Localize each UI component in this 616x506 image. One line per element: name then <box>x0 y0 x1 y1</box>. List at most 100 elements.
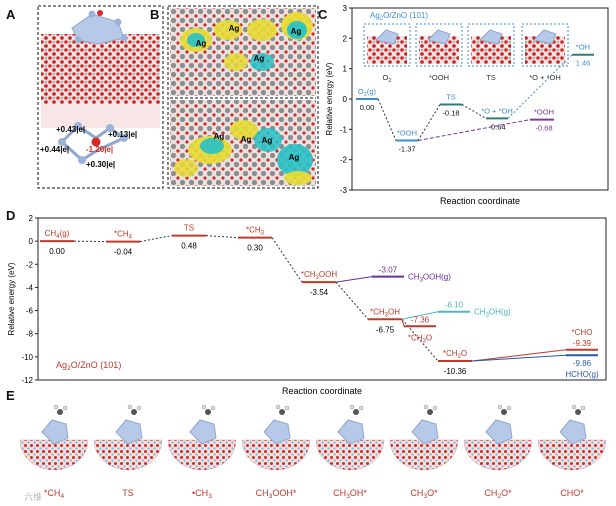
chart-d-value-label: -0.04 <box>114 248 133 257</box>
panel-e-label: *CH4 <box>44 488 65 500</box>
chart-d-ytick-label: 2 <box>29 214 34 223</box>
chart-c-ytick-label: -3 <box>340 186 348 195</box>
panel-e-letter: E <box>6 388 15 403</box>
panel-b: B Ag Ag Ag Ag Ag Ag Ag Ag <box>150 5 319 189</box>
panel-e-adsorbate-atom <box>427 409 433 415</box>
chart-c-inset-label: TS <box>486 73 496 82</box>
panel-b-isosurfaces <box>174 12 313 185</box>
chart-d-branch-label: *CH3O <box>408 333 432 344</box>
panel-e-adsorbate-atom <box>127 404 133 410</box>
chart-c-value-label: -0.18 <box>442 108 459 117</box>
panel-b-letter: B <box>150 7 159 22</box>
panel-e-adsorbate-atom <box>201 404 207 410</box>
chart-d-title: Ag2O/ZnO (101) <box>56 360 121 372</box>
panel-e-slab <box>315 439 385 471</box>
chart-c-branch-value: -0.68 <box>535 124 552 133</box>
panel-e-slab <box>537 439 607 471</box>
chart-d-branch-value: -6.10 <box>445 301 464 310</box>
panel-e-structure <box>537 404 607 471</box>
chart-c-level-label: *O + *OH <box>481 106 512 115</box>
chart-c: -3 -2 -1 0 1 2 3 Relative energy (eV) Reaction c… <box>325 4 609 206</box>
chart-c-ylabel: Relative energy (eV) <box>325 62 334 135</box>
panel-e-slab <box>93 439 163 471</box>
chart-c-ytick-label: 1 <box>343 65 348 74</box>
chart-c-ytick-label: 3 <box>343 4 348 13</box>
panel-e-structures: *CH4 TS •CH3 CH3OOH* CH3OH* CH3O* CH2O* CHO* <box>19 404 607 500</box>
panel-e-adsorbate-atom <box>501 409 507 415</box>
ag-label: Ag <box>196 39 207 48</box>
panel-e-structure <box>19 404 89 471</box>
ag-label: Ag <box>262 136 273 145</box>
panel-c: C -3 -2 -1 0 1 2 3 Relative energy (eV) Reaction… <box>318 4 609 206</box>
panel-a-slab <box>41 10 160 128</box>
chart-d-value-label: 0.30 <box>247 244 263 253</box>
panel-e-label: CH3O* <box>410 488 438 500</box>
chart-d-ytick-label: -6 <box>26 307 34 316</box>
chart-d: -12 -10 -8 -6 -4 -2 0 2 Relative energy (eV) Reac… <box>7 214 607 396</box>
chart-d-branch-label: CH3OOH(g) <box>408 273 451 284</box>
chart-d-branch-label: CH3OH(g) <box>474 308 511 319</box>
chart-d-level-label: *CH3OH <box>370 307 400 318</box>
chart-d-level-label: *CH3 <box>246 226 265 237</box>
chart-d-branch-connector <box>335 276 373 283</box>
chart-d-ylabel: Relative energy (eV) <box>7 262 16 335</box>
panel-e-adsorbate-atom <box>136 405 142 411</box>
chart-c-inset-label: O2 <box>383 73 392 84</box>
panel-e-cluster <box>189 419 217 445</box>
ag-label: Ag <box>289 153 300 162</box>
chart-d-branch-label: *CHO <box>572 328 593 337</box>
chart-d-connector <box>205 235 239 239</box>
panel-e-cluster <box>41 419 69 445</box>
panel-e-adsorbate-atom <box>349 404 355 410</box>
chart-d-branch-connector <box>401 311 439 320</box>
chart-c-ytick-label: -2 <box>340 156 348 165</box>
chart-d-branch-connector <box>471 349 567 362</box>
panel-e-slab <box>463 439 533 471</box>
panel-e-cluster <box>411 419 439 445</box>
watermark-text: 六维 <box>24 491 42 502</box>
chart-c-inset-cluster <box>375 29 399 45</box>
chart-d-value-label: -6.75 <box>376 325 395 334</box>
chart-d-level-label: *CH3OOH <box>301 270 337 281</box>
chart-d-level-label: TS <box>184 224 194 233</box>
chart-d-ytick-label: -2 <box>26 260 34 269</box>
panel-e-slab <box>241 439 311 471</box>
panel-e-adsorbate-atom <box>284 405 290 411</box>
panel-e-adsorbate-atom <box>205 409 211 415</box>
panel-e-adsorbate-atom <box>275 404 281 410</box>
panel-e-adsorbate-atom <box>580 405 586 411</box>
chart-c-title: Ag2O/ZnO (101) <box>370 11 428 22</box>
panel-e-adsorbate-atom <box>571 404 577 410</box>
panel-e-adsorbate-atom <box>210 405 216 411</box>
chart-c-connector <box>507 54 573 119</box>
chart-c-value-label: -1.37 <box>398 145 415 154</box>
panel-e-adsorbate-atom <box>57 409 63 415</box>
panel-e-structure <box>315 404 385 471</box>
chart-c-connector <box>377 98 397 141</box>
chart-c-value-label: 1.46 <box>576 59 591 68</box>
chart-d-level-label: CH4(g) <box>45 229 70 240</box>
chart-d-ytick-label: 0 <box>29 237 34 246</box>
chart-c-connector <box>461 104 487 119</box>
panel-e-label: CH2O* <box>484 488 512 500</box>
panel-e-slab <box>19 439 89 471</box>
panel-e-cluster <box>115 419 143 445</box>
chart-d-connector <box>139 235 173 243</box>
panel-e: E *CH4 TS •CH3 CH3OOH* CH3OH* CH3O* CH2O* CHO* … <box>6 388 607 502</box>
panel-e-structure <box>241 404 311 471</box>
chart-c-value-label: -0.64 <box>488 122 505 131</box>
chart-d-value-label: -10.36 <box>444 367 467 376</box>
chart-c-ytick-label: 0 <box>343 95 348 104</box>
chart-d-ytick-label: -4 <box>26 283 34 292</box>
panel-e-structure <box>167 404 237 471</box>
panel-e-label: CHO* <box>560 488 584 498</box>
chart-c-level-label: TS <box>446 92 456 101</box>
panel-e-slab <box>389 439 459 471</box>
chart-c-xlabel: Reaction coordinate <box>440 196 520 206</box>
panel-e-slab <box>167 439 237 471</box>
chart-d-branch-value: -3.07 <box>379 266 398 275</box>
chart-c-inset-label: *O + *OH <box>529 73 560 82</box>
chart-d-xlabel: Reaction coordinate <box>282 386 362 396</box>
chart-c-inset-label: *OOH <box>429 73 449 82</box>
